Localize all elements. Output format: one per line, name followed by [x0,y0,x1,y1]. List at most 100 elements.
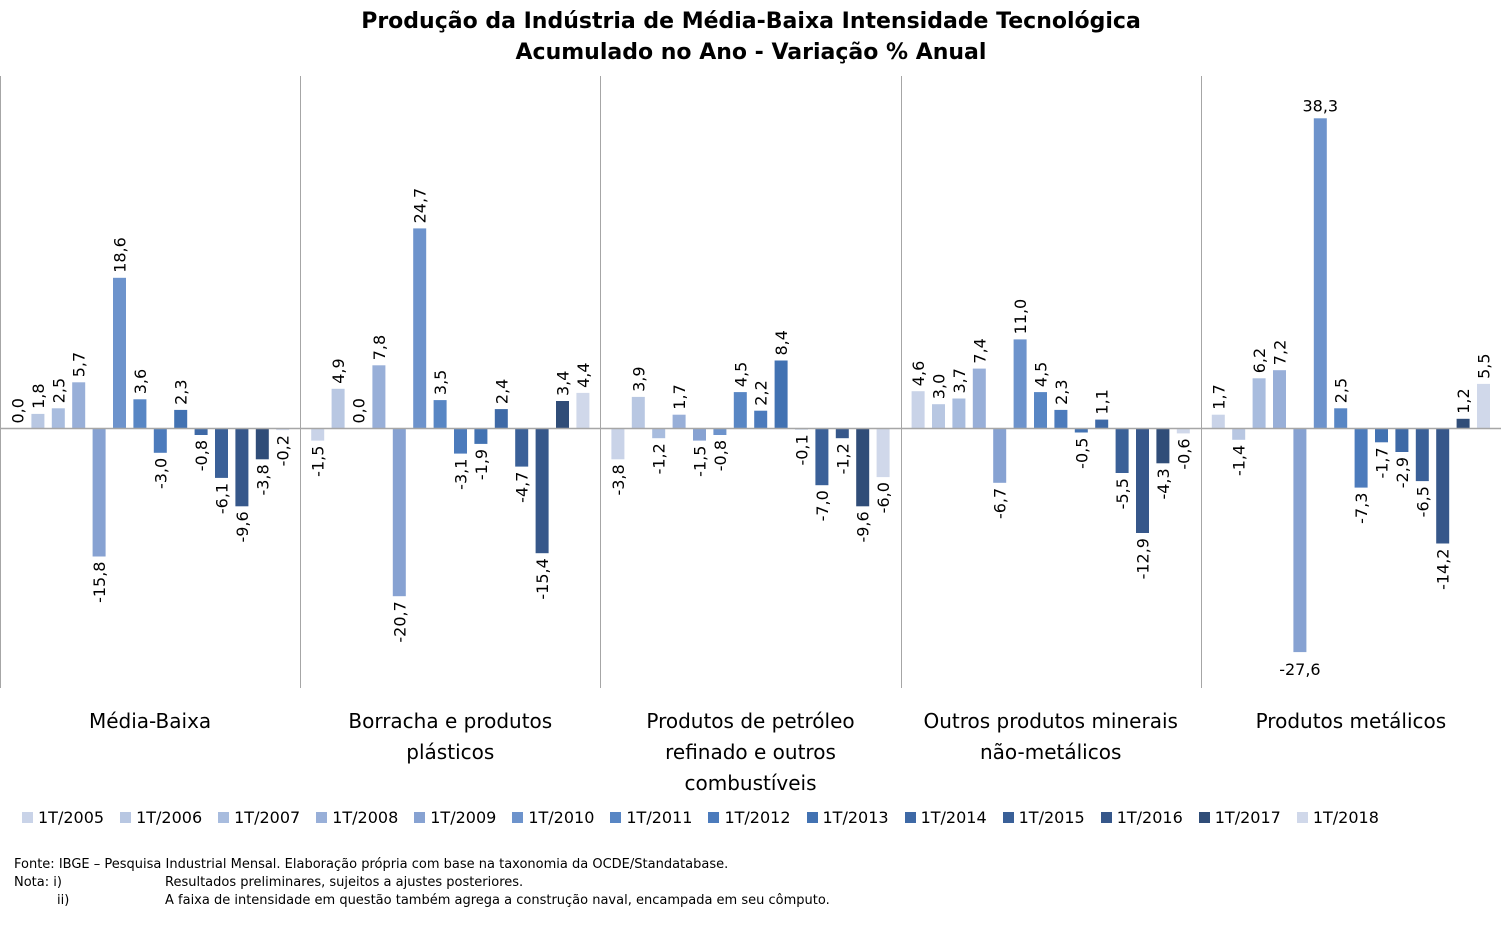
data-label: -1,5 [309,446,328,477]
data-label: -1,9 [472,449,491,480]
legend-label: 1T/2009 [430,807,497,827]
legend-label: 1T/2018 [1312,807,1379,827]
data-label: 3,5 [431,370,450,395]
bar [1477,383,1490,429]
data-label: 38,3 [1302,96,1338,115]
chart-title-line2: Acumulado no Ano - Variação % Anual [515,40,987,65]
bar [815,428,829,486]
bar [993,428,1007,483]
legend-label: 1T/2010 [528,807,595,827]
bar [556,401,569,429]
legend-label: 1T/2008 [332,807,399,827]
legend-item: 1T/2017 [1198,808,1281,827]
legend-item: 1T/2006 [120,808,202,827]
category-label: combustíveis [684,771,816,795]
data-label: -27,6 [1279,660,1320,679]
bar-chart: 0,0 -1,5 -3,8 4,6 1,7 1,8 4,9 3,9 3,0 -1,4 2,5 0,0 -… [0,76,1501,795]
bar [1375,428,1388,443]
data-label: -6,5 [1413,486,1432,517]
bar [652,428,666,439]
bar [754,410,768,429]
data-label: -7,0 [813,490,832,521]
legend-swatch [1100,811,1112,823]
data-label: -14,2 [1434,549,1453,590]
bar [331,388,345,429]
category-label: Borracha e produtos [348,709,552,733]
data-label: -0,1 [793,434,812,465]
data-label: 4,9 [329,358,348,383]
category-label: refinado e outros [665,740,836,764]
note-i-label: Nota: i) [14,875,62,890]
bar [932,404,945,429]
legend-item: 1T/2018 [1296,807,1379,827]
bar [835,428,849,439]
legend-item: 1T/2016 [1100,807,1183,827]
category-label: Produtos de petróleo [646,709,854,733]
bar [1013,339,1027,429]
legend-swatch [120,811,132,823]
legend-label: 1T/2012 [724,807,791,827]
legend-label: 1T/2013 [822,807,889,827]
data-label: 3,7 [950,368,969,393]
legend-item: 1T/2014 [904,807,987,827]
data-label: 24,7 [411,188,430,224]
data-label: 4,5 [1032,362,1051,387]
chart-title: Produção da Indústria de Média-Baixa Int… [0,6,1502,68]
bar [311,428,325,441]
note-ii-text: A faixa de intensidade em questão também… [165,893,830,908]
chart-legend: 1T/2005 1T/2006 1T/2007 1T/2008 1T/2009 1T/20… [22,806,1492,828]
data-label: -15,8 [90,562,109,603]
note-source: Fonte: IBGE – Pesquisa Industrial Mensal… [14,857,729,872]
legend-label: 1T/2016 [1116,807,1183,827]
bar [952,398,966,429]
legend-label: 1T/2014 [920,807,987,827]
bar [774,360,788,429]
data-label: 1,7 [1209,384,1228,409]
bar [72,382,86,429]
bar [515,428,529,467]
data-label: 1,1 [1093,389,1112,414]
data-label: 0,0 [350,398,369,423]
bar [174,409,188,429]
data-label: 5,7 [70,352,89,377]
legend-swatch [708,811,720,823]
data-label: 2,3 [1052,379,1071,404]
data-label: 3,4 [554,371,573,396]
legend-label: 1T/2005 [38,807,105,827]
legend-item: 1T/2015 [1002,808,1085,827]
bar [1252,378,1266,429]
bar [1456,418,1470,429]
data-label: -3,8 [253,464,272,495]
legend-swatch [512,811,524,823]
data-label: 0,0 [9,398,28,423]
data-label: 4,6 [909,361,928,386]
data-label: 1,2 [1454,388,1473,413]
bar [392,428,406,597]
bar [1211,414,1225,429]
bar [972,368,986,429]
bar [255,428,269,460]
legend-item: 1T/2007 [218,808,300,827]
bar [611,428,625,460]
bar [693,428,706,441]
data-label: 3,9 [629,366,648,391]
category-label: plásticos [406,740,494,764]
note-ii-label: ii) [57,893,70,908]
data-label: 2,3 [172,379,191,404]
bar [413,228,427,429]
bar [1395,428,1409,452]
bar [1034,392,1047,429]
bar [1273,370,1286,429]
legend-swatch [806,811,818,823]
data-label: 8,4 [772,330,791,355]
bar [535,428,549,554]
data-label: 4,5 [731,362,750,387]
legend-swatch [22,811,33,823]
legend-swatch [1296,811,1308,823]
data-label: -4,7 [513,472,532,503]
legend-swatch [218,811,230,823]
legend-item: 1T/2005 [22,808,104,827]
bar [672,414,686,429]
bar [576,392,590,429]
bar [153,428,167,453]
